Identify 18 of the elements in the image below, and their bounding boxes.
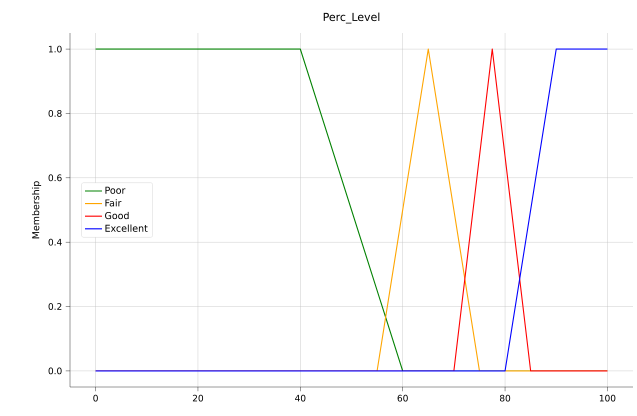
legend-label: Good [105, 212, 129, 220]
y-tick-label: 0.4 [48, 238, 62, 246]
x-tick-label: 0 [93, 394, 98, 402]
legend-label: Poor [105, 186, 126, 194]
y-axis-title: Membership [32, 181, 42, 238]
y-tick-label: 0.0 [48, 368, 62, 374]
y-tick-label: 1.0 [48, 46, 62, 52]
y-tick-label: 0.8 [48, 110, 62, 117]
legend-label: Fair [105, 199, 122, 207]
y-tick-label: 0.2 [48, 303, 62, 310]
x-tick-label: 20 [192, 394, 204, 402]
x-tick-label: 60 [398, 394, 408, 402]
y-tick-label: 0.6 [48, 174, 62, 182]
x-tick-label: 100 [600, 394, 616, 402]
x-tick-label: 80 [500, 394, 510, 402]
chart-title: Perc_Level [324, 12, 380, 24]
legend-label: Excellent [105, 224, 148, 232]
x-tick-label: 40 [295, 394, 306, 402]
